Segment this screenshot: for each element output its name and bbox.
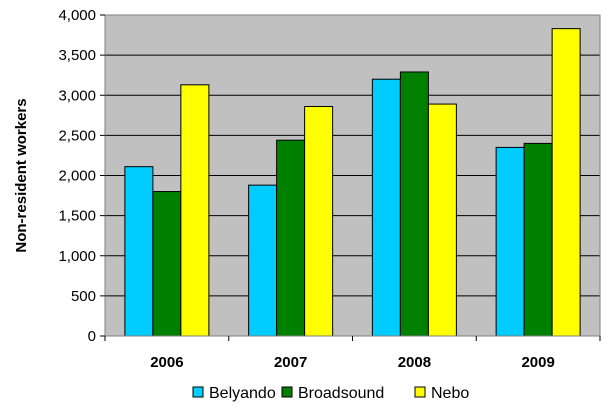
legend-swatch-broadsound bbox=[281, 386, 293, 398]
y-axis-title: Non-resident workers bbox=[13, 98, 30, 252]
bar-nebo-2009 bbox=[551, 28, 581, 337]
x-tick-label: 2007 bbox=[274, 354, 307, 371]
y-tick-label: 0 bbox=[88, 328, 96, 345]
y-tick-label: 500 bbox=[71, 288, 96, 305]
y-tick-labels: 0 500 1,000 1,500 2,000 2,500 3,000 3,500 4,000 bbox=[58, 7, 96, 345]
legend-label-broadsound: Broadsound bbox=[298, 385, 384, 402]
x-tick-label: 2008 bbox=[398, 354, 431, 371]
legend-label-nebo: Nebo bbox=[431, 385, 469, 402]
bar-belyando-2009 bbox=[495, 146, 525, 337]
y-tick-label: 2,000 bbox=[58, 168, 96, 185]
bar-belyando-2006 bbox=[124, 166, 154, 337]
legend-swatch-nebo bbox=[414, 386, 426, 398]
legend-swatch-belyando bbox=[192, 386, 204, 398]
bar-nebo-2007 bbox=[304, 105, 334, 337]
y-tick-label: 3,000 bbox=[58, 87, 96, 104]
legend-label-belyando: Belyando bbox=[209, 385, 276, 402]
bar-broadsound-2007 bbox=[276, 139, 306, 337]
bar-nebo-2006 bbox=[180, 84, 210, 337]
x-tick-label: 2009 bbox=[521, 354, 554, 371]
bar-broadsound-2008 bbox=[399, 71, 429, 337]
y-tick-label: 1,500 bbox=[58, 208, 96, 225]
bars bbox=[124, 28, 581, 337]
bar-belyando-2008 bbox=[371, 78, 401, 337]
bar-broadsound-2006 bbox=[152, 191, 182, 337]
bar-belyando-2007 bbox=[248, 184, 278, 337]
bar-broadsound-2009 bbox=[523, 142, 553, 337]
x-tick-label: 2006 bbox=[150, 354, 183, 371]
y-tick-label: 3,500 bbox=[58, 47, 96, 64]
x-tick-labels: 2006 2007 2008 2009 bbox=[150, 354, 555, 371]
bar-nebo-2008 bbox=[427, 103, 457, 337]
y-tick-label: 2,500 bbox=[58, 127, 96, 144]
y-tick-label: 1,000 bbox=[58, 248, 96, 265]
y-tick-label: 4,000 bbox=[58, 7, 96, 24]
legend: Belyando Broadsound Nebo bbox=[192, 385, 469, 402]
axes bbox=[100, 14, 601, 341]
